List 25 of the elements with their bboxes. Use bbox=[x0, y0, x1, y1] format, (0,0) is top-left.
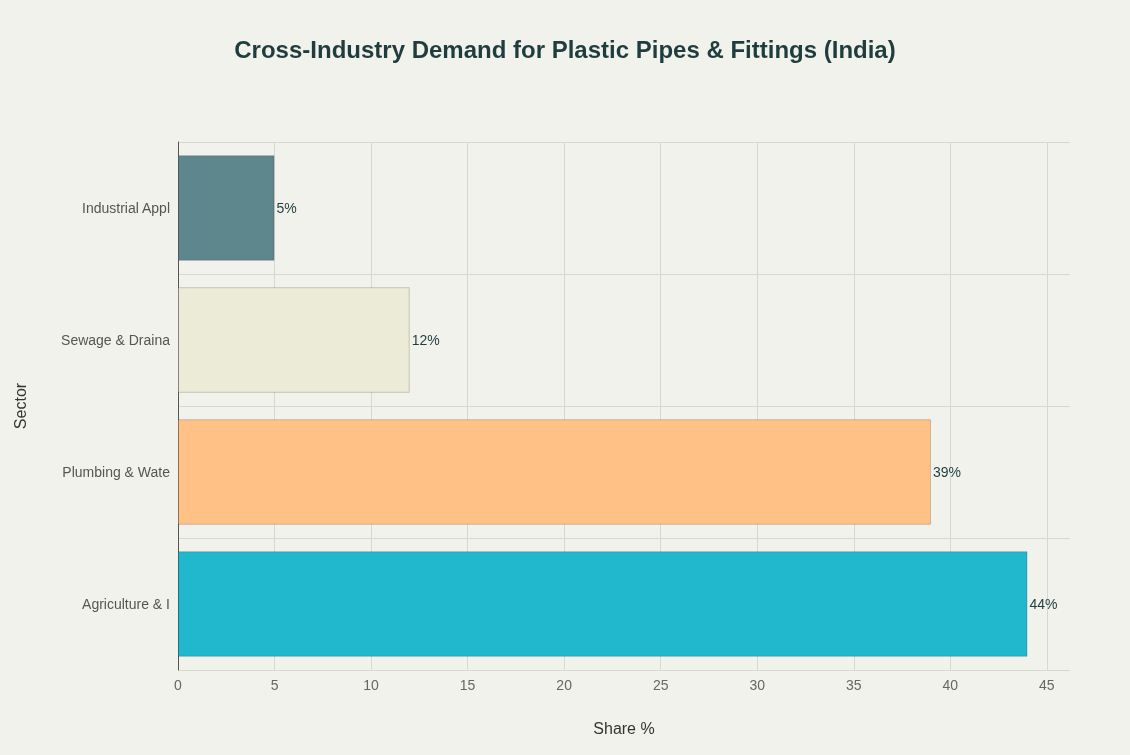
chart-title: Cross-Industry Demand for Plastic Pipes & Fittings (India) bbox=[234, 35, 896, 63]
bar bbox=[178, 287, 410, 393]
x-tick-label: 25 bbox=[652, 677, 669, 693]
x-tick-label: 0 bbox=[174, 677, 183, 693]
bar bbox=[178, 551, 1028, 657]
data-label: 12% bbox=[411, 332, 440, 348]
x-tick-label: 20 bbox=[556, 677, 573, 693]
bar bbox=[178, 419, 931, 525]
y-tick-label: Sewage & Draina bbox=[61, 332, 171, 348]
y-axis-title: Sector bbox=[11, 382, 29, 430]
x-tick-label: 15 bbox=[459, 677, 476, 693]
x-tick-label: 35 bbox=[845, 677, 862, 693]
data-label: 44% bbox=[1029, 596, 1058, 612]
x-tick-label: 5 bbox=[270, 677, 279, 693]
data-label: 5% bbox=[276, 200, 297, 216]
x-axis-title: Share % bbox=[593, 719, 655, 737]
y-tick-label: Industrial Appl bbox=[82, 200, 170, 216]
x-tick-label: 45 bbox=[1039, 677, 1055, 693]
bar bbox=[178, 155, 275, 261]
x-tick-label: 40 bbox=[942, 677, 959, 693]
y-tick-label: Agriculture & I bbox=[82, 596, 170, 612]
x-tick-label: 10 bbox=[363, 677, 380, 693]
data-label: 39% bbox=[932, 464, 962, 480]
y-tick-label: Plumbing & Wate bbox=[62, 464, 171, 480]
x-tick-label: 30 bbox=[749, 677, 766, 693]
